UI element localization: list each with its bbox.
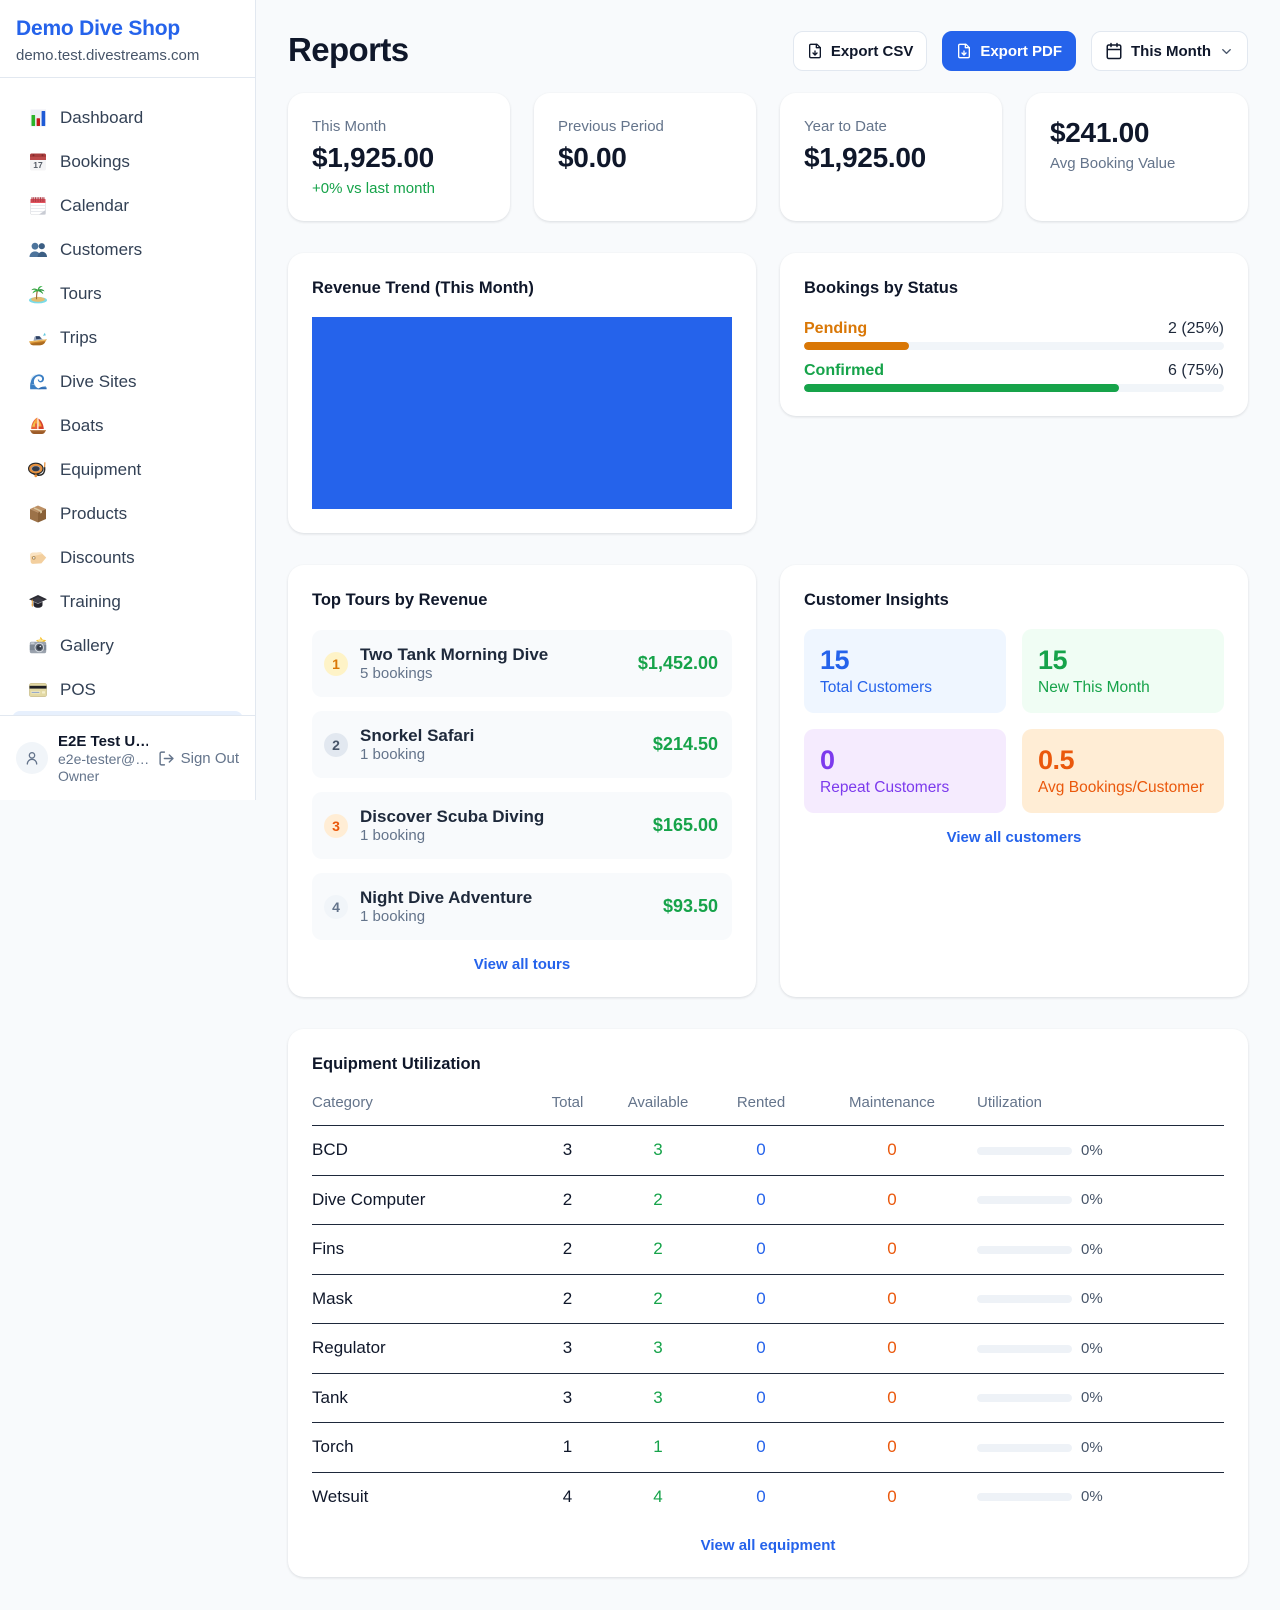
svg-text:17: 17 bbox=[33, 160, 43, 170]
